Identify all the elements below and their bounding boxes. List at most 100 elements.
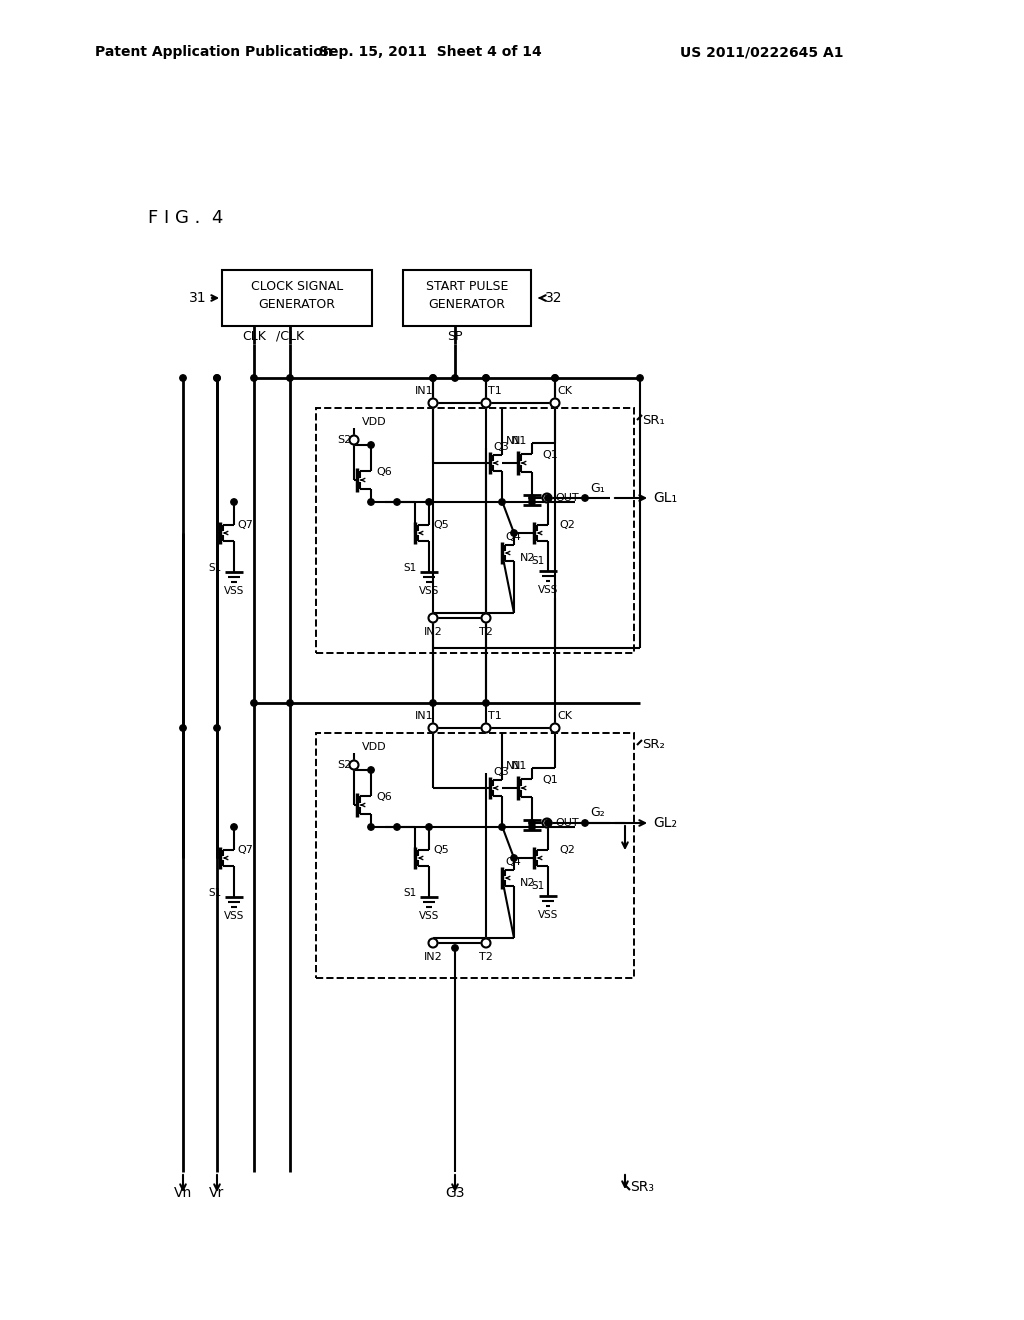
Text: N1: N1 [512,436,527,446]
Text: VDD: VDD [362,742,387,752]
Text: Q2: Q2 [559,845,574,855]
Circle shape [482,700,489,706]
Text: S1: S1 [403,888,417,898]
Text: Q4: Q4 [505,857,521,867]
Text: N1: N1 [506,762,521,771]
Text: IN2: IN2 [424,952,442,962]
Circle shape [430,700,436,706]
Text: CK: CK [557,385,572,396]
Circle shape [499,824,505,830]
Circle shape [481,614,490,623]
Text: Q3: Q3 [493,767,509,777]
Text: Q6: Q6 [376,792,392,803]
Circle shape [230,824,238,830]
Circle shape [543,494,552,503]
Text: S2: S2 [337,760,351,770]
Text: N1: N1 [506,436,521,446]
Text: Vr: Vr [209,1185,224,1200]
Text: Patent Application Publication: Patent Application Publication [95,45,333,59]
Circle shape [251,375,257,381]
Circle shape [528,499,536,506]
Text: S1: S1 [209,888,222,898]
Text: OUT: OUT [555,492,579,503]
Text: CK: CK [557,711,572,721]
Circle shape [452,945,458,952]
Circle shape [637,375,643,381]
Text: Q3: Q3 [493,442,509,451]
Circle shape [582,495,588,502]
Text: CLK: CLK [242,330,266,342]
Text: Vn: Vn [174,1185,193,1200]
Text: G₂: G₂ [590,807,605,820]
Text: S1: S1 [531,556,545,566]
Circle shape [349,436,358,445]
Text: GL₂: GL₂ [653,816,677,830]
Circle shape [552,375,558,381]
Circle shape [481,939,490,948]
Text: VSS: VSS [538,585,558,595]
Circle shape [551,399,559,408]
Text: VSS: VSS [538,909,558,920]
Text: S1: S1 [531,880,545,891]
Circle shape [428,614,437,623]
Circle shape [394,499,400,506]
Circle shape [528,820,536,826]
Circle shape [214,375,220,381]
Text: CLOCK SIGNAL: CLOCK SIGNAL [251,281,343,293]
Bar [222,271,372,326]
Text: GL₁: GL₁ [653,491,677,506]
Circle shape [543,818,552,828]
Circle shape [368,767,374,774]
Text: Sep. 15, 2011  Sheet 4 of 14: Sep. 15, 2011 Sheet 4 of 14 [318,45,542,59]
Circle shape [368,824,374,830]
Text: N1: N1 [512,762,527,771]
Text: SR₂: SR₂ [642,738,665,751]
Circle shape [428,723,437,733]
Circle shape [545,820,551,826]
Text: SR₁: SR₁ [642,413,665,426]
Text: N2: N2 [520,878,536,888]
Text: IN1: IN1 [415,711,433,721]
Text: F I G .  4: F I G . 4 [148,209,223,227]
Text: START PULSE: START PULSE [426,281,508,293]
Text: VSS: VSS [419,911,439,921]
Circle shape [551,723,559,733]
Circle shape [430,375,436,381]
Circle shape [481,399,490,408]
Circle shape [482,375,489,381]
Text: Q1: Q1 [542,775,558,785]
Circle shape [511,529,517,536]
Text: IN1: IN1 [415,385,433,396]
Text: VDD: VDD [362,417,387,426]
Text: G3: G3 [445,1185,465,1200]
Text: S1: S1 [209,564,222,573]
Circle shape [452,375,458,381]
Bar [403,271,531,326]
Text: S1: S1 [403,564,417,573]
Circle shape [368,499,374,506]
Text: 31: 31 [189,290,207,305]
Text: VSS: VSS [224,586,244,597]
Text: Q4: Q4 [505,532,521,543]
Text: GENERATOR: GENERATOR [258,298,336,312]
Text: GENERATOR: GENERATOR [428,298,506,312]
Bar [316,733,634,978]
Text: C: C [544,820,552,830]
Text: IN2: IN2 [424,627,442,638]
Circle shape [214,725,220,731]
Circle shape [482,375,489,381]
Circle shape [426,824,432,830]
Circle shape [528,495,536,502]
Circle shape [428,399,437,408]
Circle shape [545,495,551,502]
Text: SP: SP [447,330,463,342]
Circle shape [368,442,374,449]
Text: Q7: Q7 [237,845,253,855]
Text: T2: T2 [479,627,493,638]
Text: /CLK: /CLK [275,330,304,342]
Text: Q2: Q2 [559,520,574,531]
Circle shape [214,375,220,381]
Text: N2: N2 [520,553,536,564]
Circle shape [394,824,400,830]
Text: 32: 32 [545,290,562,305]
